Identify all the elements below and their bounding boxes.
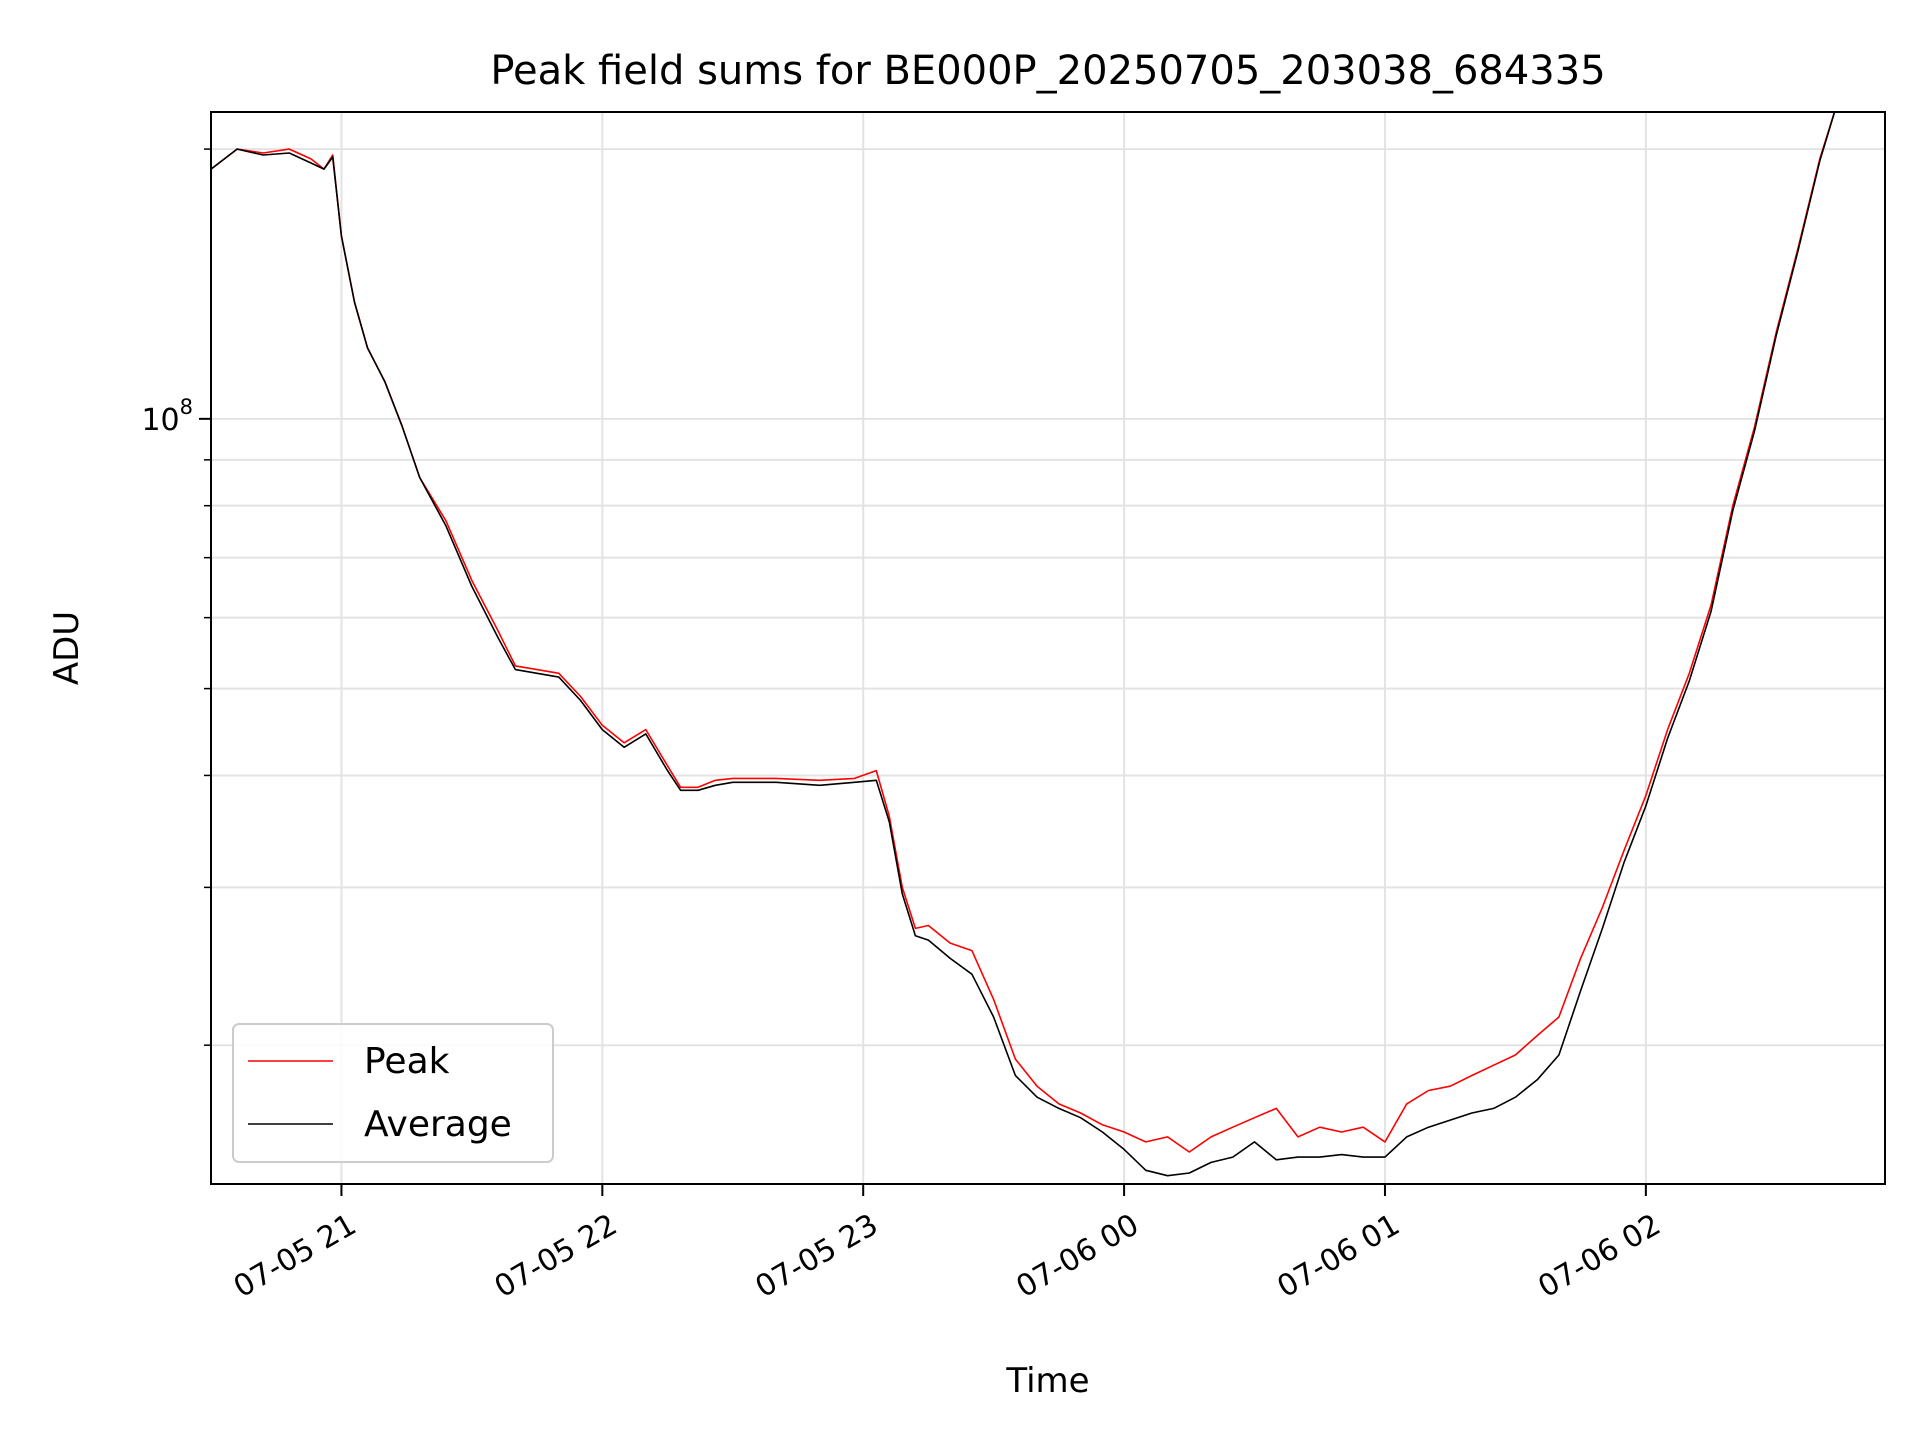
y-tick-exponent: 8 [180,395,193,419]
series-line-peak [211,112,1836,1153]
x-axis-label: Time [1005,1361,1089,1401]
series-layer [211,112,1836,1177]
legend-label-average: Average [364,1104,512,1145]
y-tick-base: 10 [141,403,179,438]
legend-frame [232,1023,554,1163]
y-axis-label: ADU [47,611,87,685]
y-tick-label: 108 [141,395,193,438]
grid [211,112,1885,1184]
legend: Peak Average [232,1023,554,1163]
legend-label-peak: Peak [364,1041,450,1082]
chart-title: Peak field sums for BE000P_20250705_2030… [490,48,1605,94]
plot-frame [210,111,1886,1185]
series-line-average [211,112,1836,1177]
